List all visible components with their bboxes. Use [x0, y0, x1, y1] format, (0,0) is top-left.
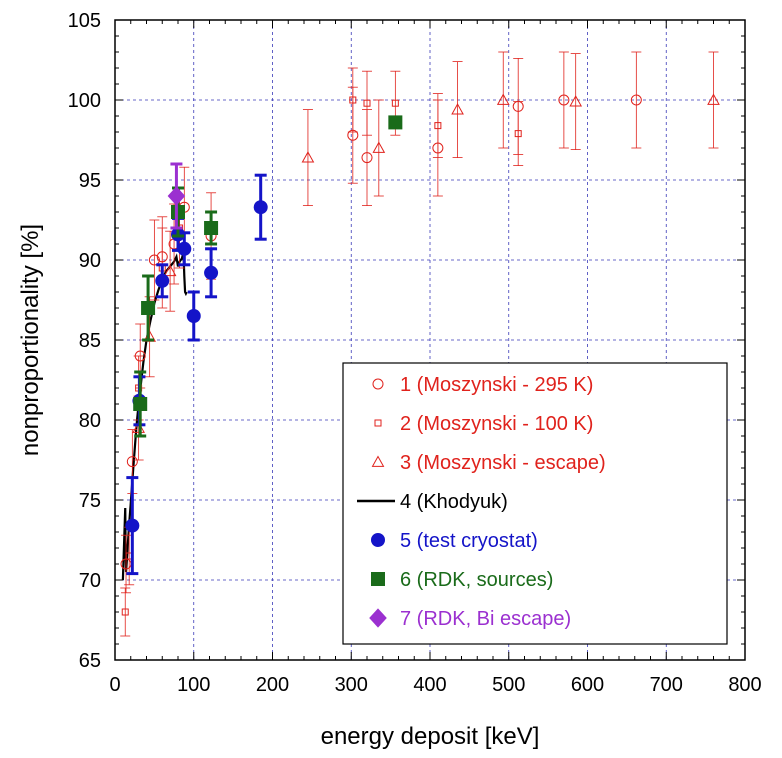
data-point — [155, 273, 170, 288]
legend-label-7: 7 (RDK, Bi escape) — [400, 608, 571, 630]
data-point — [361, 152, 373, 164]
series-6 — [133, 115, 403, 438]
data-point — [125, 518, 140, 533]
data-point — [141, 301, 156, 315]
x-tick-label: 100 — [177, 674, 210, 696]
data-point — [167, 186, 186, 206]
data-point — [186, 309, 201, 323]
data-point — [388, 115, 403, 130]
y-tick-label: 105 — [68, 10, 101, 32]
legend-symbols — [357, 378, 395, 628]
x-tick-label: 400 — [413, 674, 446, 696]
y-tick-label: 65 — [79, 650, 101, 672]
legend-label-5: 5 (test cryostat) — [400, 530, 538, 552]
y-tick-label: 95 — [79, 170, 101, 192]
x-tick-label: 500 — [492, 674, 525, 696]
x-tick-label: 700 — [650, 674, 683, 696]
data-point — [363, 99, 371, 107]
y-tick-label: 100 — [68, 90, 101, 112]
data-point — [177, 241, 192, 256]
legend-symbol-5 — [371, 533, 385, 547]
data-point — [171, 205, 185, 219]
y-tick-label: 90 — [79, 250, 101, 272]
x-tick-label: 800 — [728, 674, 761, 696]
x-axis-title: energy deposit [keV] — [321, 723, 540, 750]
y-tick-label: 80 — [79, 410, 101, 432]
x-tick-label: 300 — [335, 674, 368, 696]
legend-box — [342, 362, 728, 645]
x-tick-label: 0 — [109, 674, 120, 696]
legend-label-4: 4 (Khodyuk) — [400, 491, 508, 513]
data-point — [707, 93, 720, 105]
data-point — [451, 103, 464, 115]
data-point — [126, 456, 138, 468]
data-point — [514, 130, 522, 138]
legend-symbol-6 — [371, 572, 385, 586]
data-point — [253, 200, 268, 215]
data-point — [558, 94, 570, 106]
y-axis-title: nonproportionality [%] — [17, 224, 44, 456]
legend-label-6: 6 (RDK, sources) — [400, 569, 553, 591]
data-point — [163, 264, 177, 277]
legend-label-3: 3 (Moszynski - escape) — [400, 452, 606, 474]
data-point — [301, 151, 315, 163]
data-point — [391, 99, 399, 107]
legend-symbol-7 — [369, 608, 387, 628]
legend-label-1: 1 (Moszynski - 295 K) — [400, 374, 593, 396]
data-point — [496, 93, 510, 105]
series-7 — [167, 162, 186, 230]
legend-symbol-1 — [372, 378, 384, 390]
legend-label-2: 2 (Moszynski - 100 K) — [400, 413, 593, 435]
legend-symbol-3 — [371, 455, 385, 467]
data-point — [569, 95, 583, 107]
x-tick-label: 200 — [256, 674, 289, 696]
x-tick-label: 600 — [571, 674, 604, 696]
y-tick-label: 70 — [79, 570, 101, 592]
data-point — [148, 254, 160, 266]
data-point — [133, 397, 148, 411]
legend: 1 (Moszynski - 295 K) 2 (Moszynski - 100… — [342, 362, 728, 645]
y-tick-label: 75 — [79, 490, 101, 512]
series-layer — [120, 51, 720, 637]
data-point — [349, 96, 357, 104]
data-point — [204, 221, 219, 235]
y-tick-labels: 65 70 75 80 85 90 95 100 105 — [68, 10, 101, 672]
data-point — [434, 122, 442, 130]
y-tick-label: 85 — [79, 330, 101, 352]
data-point — [204, 265, 219, 280]
ticks — [114, 19, 746, 661]
data-point — [121, 608, 129, 616]
legend-symbol-2 — [374, 419, 382, 427]
x-tick-labels: 0 100 200 300 400 500 600 700 800 — [109, 674, 761, 696]
data-point — [630, 94, 642, 106]
data-point — [372, 141, 386, 153]
